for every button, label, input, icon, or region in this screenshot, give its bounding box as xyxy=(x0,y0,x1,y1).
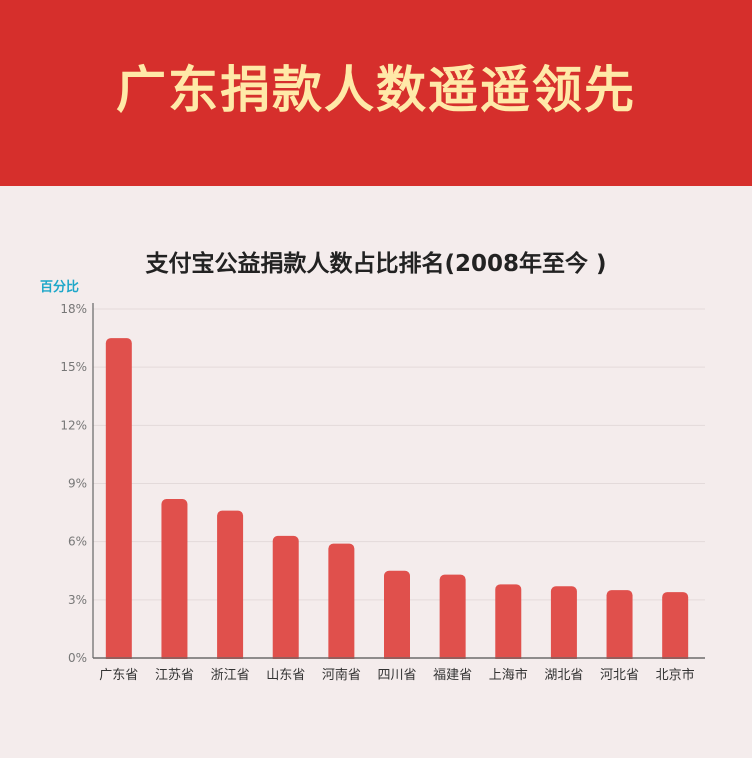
chart-title: 支付宝公益捐款人数占比排名(2008年至今 ) xyxy=(145,251,607,277)
bar xyxy=(161,499,188,664)
x-tick-label: 江苏省 xyxy=(155,667,194,683)
bar xyxy=(606,590,633,664)
x-tick-label: 湖北省 xyxy=(544,668,583,683)
x-tick-label: 浙江省 xyxy=(211,668,250,683)
y-axis-label: 百分比 xyxy=(40,280,80,295)
bar xyxy=(105,338,132,664)
bar xyxy=(439,574,466,664)
y-tick-label: 18% xyxy=(60,302,87,316)
x-tick-label: 北京市 xyxy=(656,667,695,683)
bar xyxy=(662,592,689,664)
bar xyxy=(384,570,410,664)
header-banner: 广东捐款人数遥遥领先 xyxy=(0,0,752,186)
y-tick-label: 9% xyxy=(68,477,87,491)
bar xyxy=(272,535,299,664)
y-tick-label: 3% xyxy=(68,593,87,607)
x-tick-label: 上海市 xyxy=(489,667,528,683)
y-tick-label: 0% xyxy=(68,651,87,665)
bar xyxy=(217,510,244,664)
x-tick-label: 河南省 xyxy=(322,667,361,683)
y-tick-label: 12% xyxy=(60,418,87,432)
x-tick-label: 广东省 xyxy=(99,668,138,683)
y-tick-label: 15% xyxy=(60,360,87,374)
x-tick-label: 河北省 xyxy=(600,668,639,683)
banner-title: 广东捐款人数遥遥领先 xyxy=(116,61,636,119)
bar xyxy=(495,584,522,664)
x-tick-label: 福建省 xyxy=(433,668,472,683)
y-tick-label: 6% xyxy=(68,535,87,549)
bar xyxy=(550,586,577,664)
bar xyxy=(328,543,355,664)
axis-mask xyxy=(92,659,706,667)
x-tick-label: 四川省 xyxy=(377,668,416,683)
x-tick-label: 山东省 xyxy=(266,668,305,683)
